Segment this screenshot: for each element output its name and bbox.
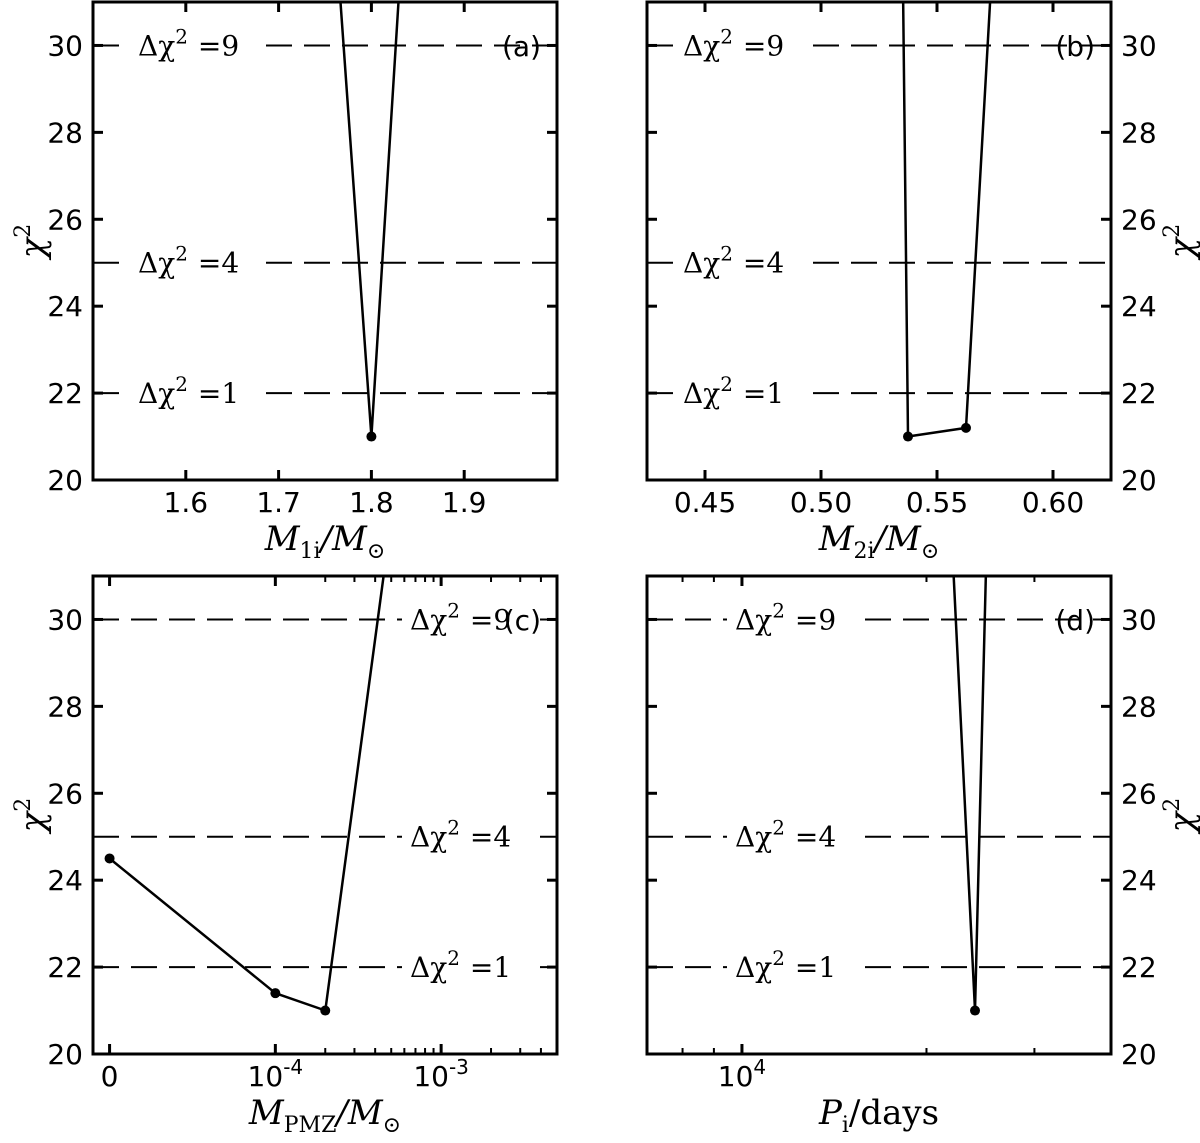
y-axis-label: χ2 (11, 224, 53, 261)
x-tick-label: 0.50 (790, 486, 852, 519)
y-tick-label: 28 (1121, 690, 1157, 723)
delta-chi2-label: Δχ2 =4 (410, 816, 511, 854)
data-point (104, 853, 115, 864)
axes-frame (91, 0, 559, 482)
x-axis-label: M2i/M⊙ (818, 519, 940, 564)
delta-chi2-label: Δχ2 =4 (683, 242, 784, 280)
panel-letter: (b) (1055, 30, 1095, 63)
y-tick-label: 22 (1121, 377, 1157, 410)
x-tick-label: 10-4 (248, 1055, 304, 1093)
y-axis-label: χ2 (1160, 224, 1200, 261)
panel-letter: (a) (502, 30, 541, 63)
panel-d: Δχ2 =1 Δχ2 =4 Δχ2 =9 20 22 24 26 28 30 104 (d) Pi/days… (645, 574, 1200, 1138)
chi2-curve (901, 2, 992, 438)
y-tick-label: 20 (47, 1038, 83, 1071)
chi2-curve (108, 576, 385, 1012)
panel-b: Δχ2 =1 Δχ2 =4 Δχ2 =9 20 22 24 26 28 30 0.45 0.50 0.55 0… (645, 0, 1200, 564)
x-tick-label: 104 (718, 1055, 766, 1093)
y-tick-label: 22 (1121, 951, 1157, 984)
y-tick-label: 30 (47, 29, 83, 62)
y-tick-label: 28 (47, 690, 83, 723)
y-tick-label: 26 (47, 777, 83, 810)
data-point (366, 431, 377, 442)
x-tick-label: 0.60 (1022, 486, 1084, 519)
chi2-curve (952, 576, 988, 1012)
y-tick-label: 20 (1121, 1038, 1157, 1071)
y-axis-label: χ2 (1160, 798, 1200, 835)
y-tick-label: 30 (1121, 29, 1157, 62)
panel-letter: (d) (1055, 604, 1095, 637)
y-tick-label: 24 (1121, 290, 1157, 323)
delta-chi2-label: Δχ2 =1 (138, 372, 239, 410)
data-point (903, 431, 913, 442)
delta-chi2-label: Δχ2 =9 (683, 24, 784, 62)
panel-a: Δχ2 =1 Δχ2 =4 Δχ2 =9 20 22 24 26 28 30 1.6 1.7 1.8 1.9 (… (11, 0, 559, 564)
x-tick-label: 1.9 (442, 486, 487, 519)
y-tick-label: 28 (47, 116, 83, 149)
delta-chi2-label: Δχ2 =4 (138, 242, 239, 280)
y-axis-label: χ2 (11, 798, 53, 835)
y-tick-label: 20 (1121, 464, 1157, 497)
y-tick-label: 24 (1121, 864, 1157, 897)
x-axis-label: MPMZ/M⊙ (248, 1093, 401, 1138)
x-tick-label: 0.55 (906, 486, 968, 519)
x-tick-label: 1.6 (164, 486, 209, 519)
x-tick-label: 0.45 (674, 486, 736, 519)
axes-frame (645, 574, 1113, 1056)
delta-chi2-label: Δχ2 =1 (735, 946, 836, 984)
x-tick-label: 1.7 (256, 486, 301, 519)
delta-chi2-label: Δχ2 =1 (410, 946, 511, 984)
y-tick-label: 28 (1121, 116, 1157, 149)
y-tick-label: 24 (47, 864, 83, 897)
delta-chi2-label: Δχ2 =9 (735, 598, 836, 636)
y-tick-label: 22 (47, 951, 83, 984)
chi2-curve (339, 2, 400, 438)
x-tick-label: 10-3 (413, 1055, 469, 1093)
data-point (970, 1005, 981, 1016)
y-tick-label: 22 (47, 377, 83, 410)
delta-chi2-label: Δχ2 =9 (138, 24, 239, 62)
x-tick-label: 0 (101, 1060, 119, 1093)
delta-chi2-label: Δχ2 =4 (735, 816, 836, 854)
y-tick-label: 30 (1121, 603, 1157, 636)
y-tick-label: 24 (47, 290, 83, 323)
y-tick-label: 26 (47, 203, 83, 236)
x-tick-label: 1.8 (349, 486, 394, 519)
panel-c: Δχ2 =1 Δχ2 =4 Δχ2 =9 20 22 24 26 28 30 0 10-4 10-3 (c) M… (11, 574, 559, 1138)
panel-letter: (c) (504, 604, 541, 637)
y-tick-label: 30 (47, 603, 83, 636)
data-point (961, 422, 971, 433)
delta-chi2-label: Δχ2 =9 (410, 598, 511, 636)
data-point (320, 1005, 331, 1016)
y-tick-label: 26 (1121, 203, 1157, 236)
axes-frame (645, 0, 1113, 482)
delta-chi2-label: Δχ2 =1 (683, 372, 784, 410)
x-axis-label: M1i/M⊙ (264, 519, 386, 564)
data-point (270, 988, 281, 999)
y-tick-label: 26 (1121, 777, 1157, 810)
x-axis-label: Pi/days (818, 1093, 939, 1138)
y-tick-label: 20 (47, 464, 83, 497)
